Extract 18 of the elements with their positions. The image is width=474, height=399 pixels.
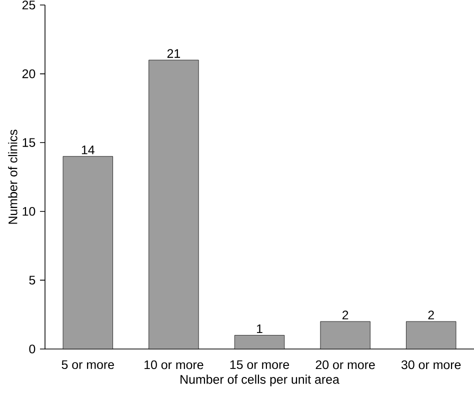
x-tick-label: 30 or more <box>401 360 461 370</box>
y-tick-label: 25 <box>22 0 36 10</box>
x-tick-label: 20 or more <box>316 360 375 370</box>
x-tick-label: 5 or more <box>62 360 114 370</box>
x-axis-title: Number of cells per unit area <box>180 374 340 386</box>
data-label: 1 <box>256 324 262 334</box>
y-tick-label: 15 <box>22 138 36 147</box>
y-tick-label: 5 <box>29 276 36 285</box>
data-label: 2 <box>342 310 348 320</box>
y-tick-label: 0 <box>29 344 36 354</box>
data-label: 2 <box>428 310 434 320</box>
x-tick-label: 15 or more <box>230 360 290 370</box>
y-tick-label: 20 <box>22 69 36 78</box>
data-label: 21 <box>167 49 180 58</box>
data-label: 14 <box>82 146 94 154</box>
y-axis-title: Number of clinics <box>8 130 18 224</box>
x-tick-label: 10 or more <box>144 360 204 370</box>
y-tick-label: 10 <box>22 207 36 216</box>
